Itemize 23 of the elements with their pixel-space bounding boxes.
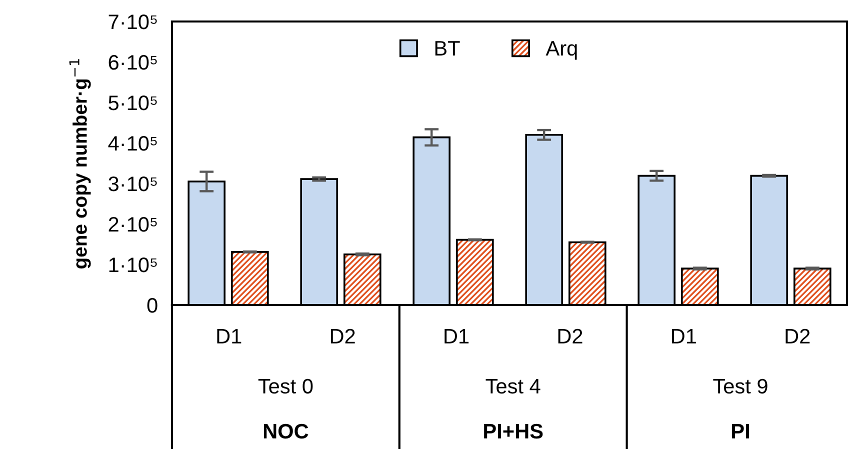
y-tick-label: 5·10⁵	[108, 96, 157, 110]
text: NOC	[264, 424, 308, 439]
y-axis-title: gene copy number·g$^{−1}$	[69, 59, 91, 269]
y-tick-label: 1·10⁵	[109, 258, 157, 272]
y-tick-label: 3·10⁵	[108, 176, 157, 192]
legend-label: Arq	[546, 41, 577, 60]
text: Test 0	[258, 378, 313, 394]
legend-label: BT	[435, 41, 460, 56]
x-tick-label: D1	[672, 329, 696, 344]
y-tick-label: 7·10⁵	[108, 14, 157, 30]
x-tick-label: D2	[558, 328, 582, 344]
x-tick-label: D2	[786, 328, 810, 344]
x-tick-label: D1	[444, 329, 469, 344]
x-tick-label: D1	[217, 329, 242, 344]
y-tick-label: 6·10⁵	[108, 55, 157, 70]
text: Test 9	[713, 378, 768, 394]
y-tick-label: 0	[147, 298, 158, 313]
y-tick-label: 4·10⁵	[108, 136, 157, 151]
text: PI	[732, 424, 749, 438]
x-tick-label: D2	[330, 328, 355, 344]
text: PI+HS	[484, 424, 543, 439]
text: Test 4	[486, 379, 540, 394]
y-tick-label: 2·10⁵	[108, 217, 157, 232]
